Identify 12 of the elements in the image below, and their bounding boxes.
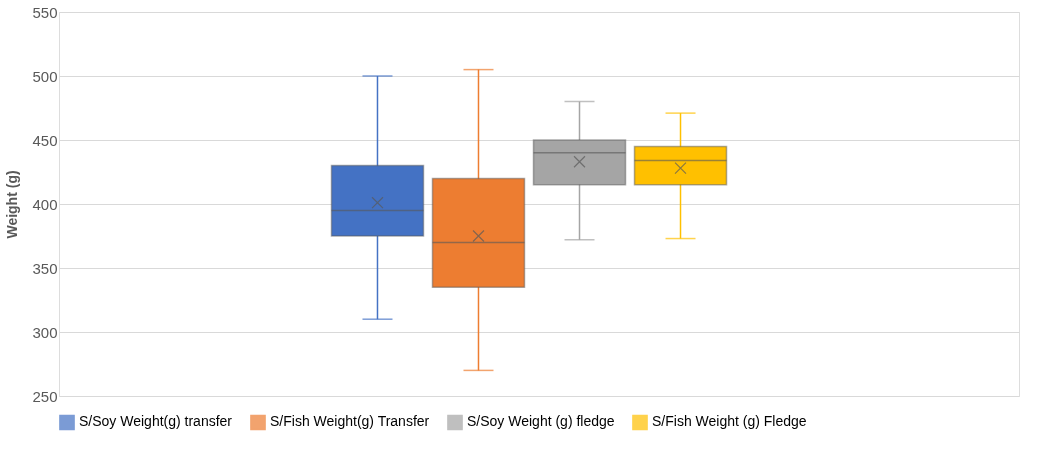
legend-label: S/Soy Weight (g) fledge [467,413,615,430]
y-tick-label: 450 [32,131,58,149]
y-tick-label: 250 [32,387,58,405]
y-tick-label: 300 [32,323,58,341]
y-tick-label: 350 [32,259,58,277]
y-tick-label: 400 [32,195,58,213]
y-tick-label: 550 [32,3,58,21]
legend-label: S/Soy Weight(g) transfer [79,413,233,430]
legend-label: S/Fish Weight(g) Transfer [270,413,430,430]
y-tick-label: 500 [32,67,58,85]
y-axis-title: Weight (g) [4,170,21,239]
legend-label: S/Fish Weight (g) Fledge [652,413,807,430]
